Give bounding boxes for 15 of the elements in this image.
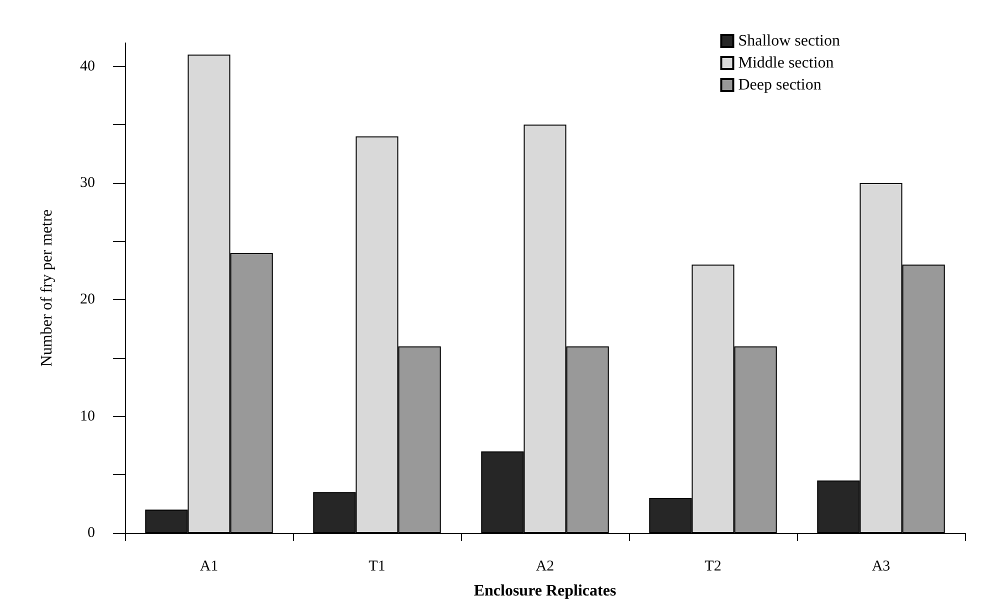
x-tick-label: T2 [704, 558, 722, 574]
y-tick-label: 40 [80, 58, 95, 74]
y-tick-label: 30 [80, 175, 95, 191]
x-axis-title: Enclosure Replicates [474, 582, 616, 600]
legend-label: Middle section [738, 54, 834, 72]
y-tick-label: 10 [80, 408, 95, 424]
y-tick-label: 20 [80, 292, 95, 308]
x-tick-label: A3 [872, 558, 890, 574]
x-tick-label: A1 [200, 558, 218, 574]
legend-label: Shallow section [738, 32, 840, 50]
x-tick-label: T1 [368, 558, 386, 574]
x-tick-label: A2 [536, 558, 554, 574]
legend-label: Deep section [738, 76, 822, 94]
y-tick-label: 0 [88, 525, 95, 541]
y-axis-title: Number of fry per metre [38, 209, 56, 367]
